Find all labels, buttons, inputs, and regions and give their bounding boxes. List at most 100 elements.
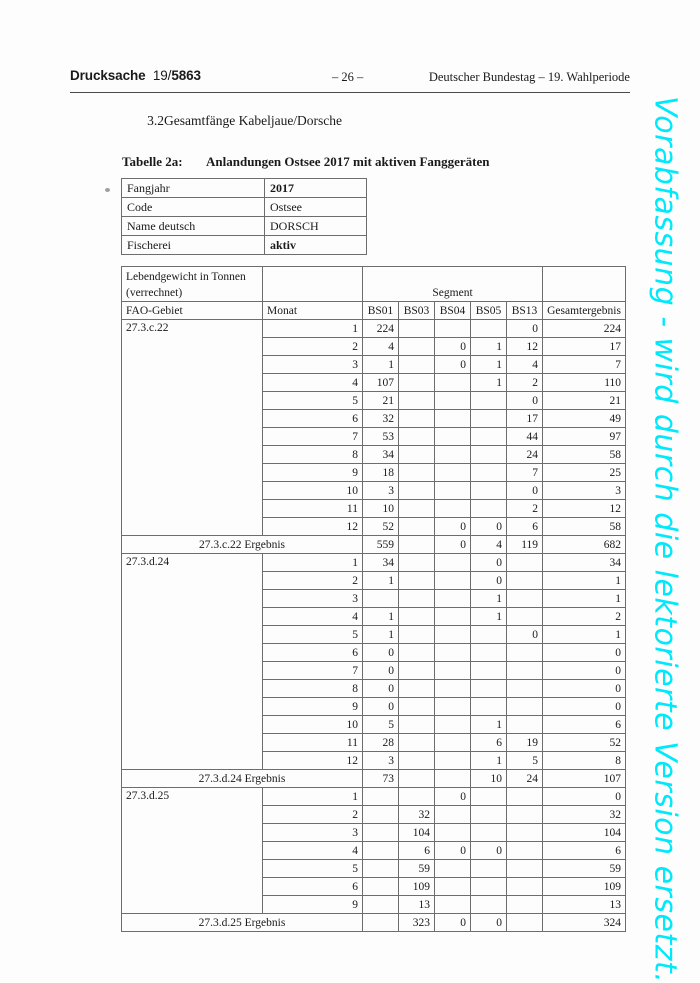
value-cell-bs04 xyxy=(434,553,471,572)
value-cell-bs13 xyxy=(505,571,544,590)
value-cell-bs05: 0 xyxy=(470,553,507,572)
row-total-cell: 0 xyxy=(542,679,627,698)
monat-cell: 6 xyxy=(262,643,363,662)
group-result-bs13 xyxy=(505,913,544,932)
group-result-row: 27.3.d.24 Ergebnis 73 10 24 107 xyxy=(121,769,627,788)
value-cell-bs03: 13 xyxy=(398,895,435,914)
monat-cell: 7 xyxy=(262,427,363,446)
row-total-cell: 58 xyxy=(542,445,627,464)
header-segment-bs13: BS13 xyxy=(505,301,544,320)
value-cell-bs13: 0 xyxy=(505,481,544,500)
group-result-bs03 xyxy=(398,535,435,554)
value-cell-bs13 xyxy=(505,661,544,680)
value-cell-bs13 xyxy=(505,589,544,608)
value-cell-bs01 xyxy=(362,787,399,806)
monat-cell: 4 xyxy=(262,607,363,626)
value-cell-bs03 xyxy=(398,445,435,464)
value-cell-bs01: 28 xyxy=(362,733,399,752)
value-cell-bs05 xyxy=(470,445,507,464)
value-cell-bs04 xyxy=(434,859,471,878)
header-segment-bs05: BS05 xyxy=(470,301,507,320)
value-cell-bs01: 0 xyxy=(362,661,399,680)
value-cell-bs05 xyxy=(470,319,507,338)
value-cell-bs05 xyxy=(470,787,507,806)
value-cell-bs04: 0 xyxy=(434,517,471,536)
value-cell-bs13 xyxy=(505,823,544,842)
header-drucksache: Drucksache 19/5863 xyxy=(70,68,201,83)
fao-gebiet-cell: 27.3.d.24 xyxy=(121,553,263,770)
value-cell-bs05 xyxy=(470,661,507,680)
value-cell-bs13 xyxy=(505,607,544,626)
metadata-key: Name deutsch xyxy=(121,216,265,236)
value-cell-bs01 xyxy=(362,877,399,896)
table-row: 6 32 17 49 xyxy=(122,409,627,428)
monat-cell: 5 xyxy=(262,625,363,644)
value-cell-bs03 xyxy=(398,319,435,338)
value-cell-bs13 xyxy=(505,553,544,572)
value-cell-bs13: 24 xyxy=(505,445,544,464)
value-cell-bs01: 34 xyxy=(362,553,399,572)
value-cell-bs13: 0 xyxy=(505,391,544,410)
value-cell-bs01 xyxy=(362,823,399,842)
value-cell-bs03: 104 xyxy=(398,823,435,842)
monat-cell: 2 xyxy=(262,805,363,824)
value-cell-bs05: 6 xyxy=(470,733,507,752)
value-cell-bs01: 3 xyxy=(362,481,399,500)
group-result-label: 27.3.d.24 Ergebnis xyxy=(121,769,363,788)
value-cell-bs03 xyxy=(398,625,435,644)
value-cell-bs03 xyxy=(398,661,435,680)
group-result-bs13: 119 xyxy=(505,535,544,554)
monat-cell: 4 xyxy=(262,841,363,860)
header-drucksache-number: 19/5863 xyxy=(149,68,201,83)
value-cell-bs05 xyxy=(470,463,507,482)
table-row: 27.3.c.22 1 224 0 224 xyxy=(121,319,627,536)
value-cell-bs03 xyxy=(398,355,435,374)
row-total-cell: 7 xyxy=(542,355,627,374)
header-segment-bs04: BS04 xyxy=(434,301,471,320)
table-row: 11 10 2 12 xyxy=(122,499,627,518)
metadata-row: Fischerei aktiv xyxy=(121,235,367,255)
monat-cell: 7 xyxy=(262,661,363,680)
monat-cell: 1 xyxy=(262,787,363,806)
group-result-bs03 xyxy=(398,769,435,788)
table-body: 27.3.c.22 1 224 0 224 2 4 0 1 12 17 3 1 0 1 4 7 4 107 1 2 110… xyxy=(121,319,627,932)
row-total-cell: 12 xyxy=(542,499,627,518)
value-cell-bs04 xyxy=(434,427,471,446)
row-total-cell: 3 xyxy=(542,481,627,500)
table-row: 4 107 1 2 110 xyxy=(122,373,627,392)
monat-cell: 11 xyxy=(262,499,363,518)
value-cell-bs04 xyxy=(434,679,471,698)
table-row: 10 3 0 3 xyxy=(122,481,627,500)
row-total-cell: 97 xyxy=(542,427,627,446)
value-cell-bs05: 0 xyxy=(470,517,507,536)
header-drucksache-prefix: Drucksache xyxy=(70,68,146,83)
corner-label-line2: (verrechnet) xyxy=(126,287,183,299)
row-total-cell: 13 xyxy=(542,895,627,914)
monat-cell: 8 xyxy=(262,679,363,698)
value-cell-bs01 xyxy=(362,805,399,824)
value-cell-bs05 xyxy=(470,625,507,644)
row-total-cell: 25 xyxy=(542,463,627,482)
row-total-cell: 1 xyxy=(542,571,627,590)
value-cell-bs03: 32 xyxy=(398,805,435,824)
value-cell-bs04 xyxy=(434,877,471,896)
value-cell-bs03 xyxy=(398,337,435,356)
monat-cell: 12 xyxy=(262,751,363,770)
value-cell-bs04 xyxy=(434,751,471,770)
row-total-cell: 0 xyxy=(542,643,627,662)
value-cell-bs03 xyxy=(398,427,435,446)
monat-cell: 10 xyxy=(262,481,363,500)
value-cell-bs05 xyxy=(470,697,507,716)
value-cell-bs13 xyxy=(505,877,544,896)
value-cell-bs01: 18 xyxy=(362,463,399,482)
metadata-key: Fangjahr xyxy=(121,178,265,198)
value-cell-bs01 xyxy=(362,859,399,878)
row-total-cell: 0 xyxy=(542,787,627,806)
metadata-row: Fangjahr 2017 xyxy=(121,178,367,198)
row-total-cell: 6 xyxy=(542,841,627,860)
value-cell-bs04 xyxy=(434,715,471,734)
row-total-cell: 2 xyxy=(542,607,627,626)
value-cell-bs01 xyxy=(362,589,399,608)
